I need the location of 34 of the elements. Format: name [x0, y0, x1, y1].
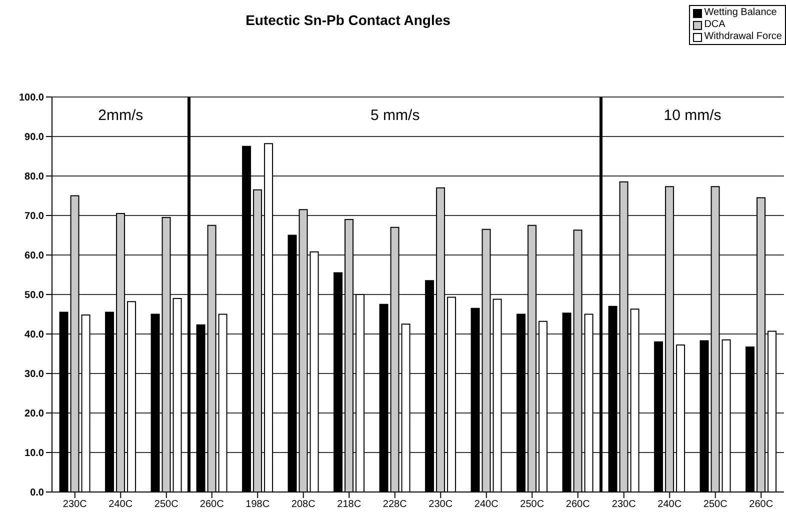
- y-tick-label: 0.0: [30, 488, 44, 499]
- annotation: 2mm/s: [96, 107, 146, 124]
- x-tick-label: 198C: [246, 499, 270, 510]
- x-tick-label: 250C: [154, 499, 178, 510]
- y-tick-label: 100.0: [18, 92, 44, 104]
- x-tick-label: 230C: [62, 499, 87, 510]
- x-tick-label: 208C: [292, 499, 316, 510]
- y-tick-label: 70.0: [24, 211, 44, 222]
- x-tick-label: 228C: [383, 499, 408, 510]
- x-tick-label: 260C: [749, 499, 774, 510]
- chart-title: Eutectic Sn-Pb Contact Angles: [244, 12, 452, 28]
- y-tick-label: 80.0: [24, 172, 44, 183]
- x-tick-label: 230C: [612, 499, 636, 510]
- y-tick-label: 30.0: [24, 369, 44, 380]
- legend-label: Withdrawal Force: [703, 31, 782, 43]
- y-tick-label: 50.0: [24, 290, 44, 302]
- x-tick-label: 218C: [337, 499, 362, 510]
- annotation: 10 mm/s: [662, 107, 724, 124]
- x-tick-label: 240C: [474, 499, 499, 510]
- y-tick-label: 60.0: [24, 250, 44, 262]
- x-tick-label: 250C: [703, 499, 728, 510]
- y-tick-label: 40.0: [24, 330, 44, 341]
- legend-label: Wetting Balance: [703, 7, 778, 19]
- x-tick-label: 230C: [428, 499, 453, 510]
- y-tick-label: 90.0: [24, 132, 44, 144]
- x-tick-label: 250C: [520, 499, 544, 510]
- x-tick-label: 260C: [566, 499, 590, 510]
- legend-label: DCA: [703, 19, 726, 31]
- y-tick-label: 10.0: [24, 448, 44, 460]
- annotation: 5 mm/s: [368, 107, 422, 124]
- y-tick-label: 20.0: [24, 408, 44, 420]
- x-tick-label: 260C: [200, 499, 224, 510]
- x-tick-label: 240C: [658, 499, 682, 510]
- x-tick-label: 240C: [108, 499, 133, 510]
